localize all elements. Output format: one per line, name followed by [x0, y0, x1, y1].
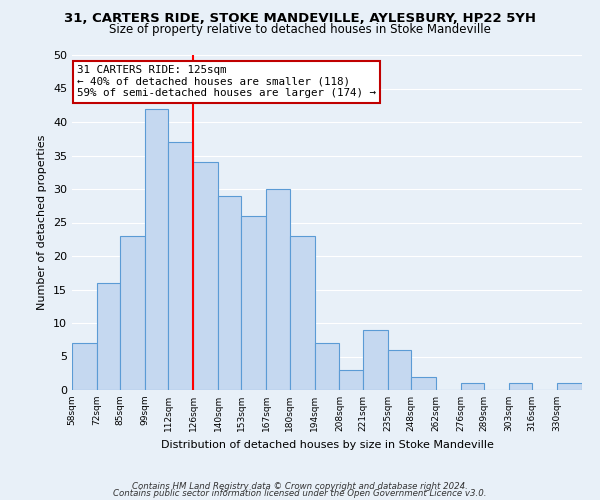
- Bar: [193, 162, 218, 390]
- Bar: [461, 384, 484, 390]
- Bar: [411, 376, 436, 390]
- Bar: [120, 236, 145, 390]
- Text: 31 CARTERS RIDE: 125sqm
← 40% of detached houses are smaller (118)
59% of semi-d: 31 CARTERS RIDE: 125sqm ← 40% of detache…: [77, 65, 376, 98]
- Bar: [218, 196, 241, 390]
- Text: Contains HM Land Registry data © Crown copyright and database right 2024.: Contains HM Land Registry data © Crown c…: [132, 482, 468, 491]
- Bar: [314, 343, 340, 390]
- X-axis label: Distribution of detached houses by size in Stoke Mandeville: Distribution of detached houses by size …: [161, 440, 493, 450]
- Bar: [72, 343, 97, 390]
- Bar: [290, 236, 314, 390]
- Bar: [266, 189, 290, 390]
- Bar: [340, 370, 362, 390]
- Text: Contains public sector information licensed under the Open Government Licence v3: Contains public sector information licen…: [113, 489, 487, 498]
- Bar: [168, 142, 193, 390]
- Bar: [97, 283, 120, 390]
- Text: Size of property relative to detached houses in Stoke Mandeville: Size of property relative to detached ho…: [109, 22, 491, 36]
- Text: 31, CARTERS RIDE, STOKE MANDEVILLE, AYLESBURY, HP22 5YH: 31, CARTERS RIDE, STOKE MANDEVILLE, AYLE…: [64, 12, 536, 26]
- Bar: [388, 350, 411, 390]
- Bar: [362, 330, 388, 390]
- Y-axis label: Number of detached properties: Number of detached properties: [37, 135, 47, 310]
- Bar: [509, 384, 532, 390]
- Bar: [145, 108, 168, 390]
- Bar: [557, 384, 582, 390]
- Bar: [241, 216, 266, 390]
